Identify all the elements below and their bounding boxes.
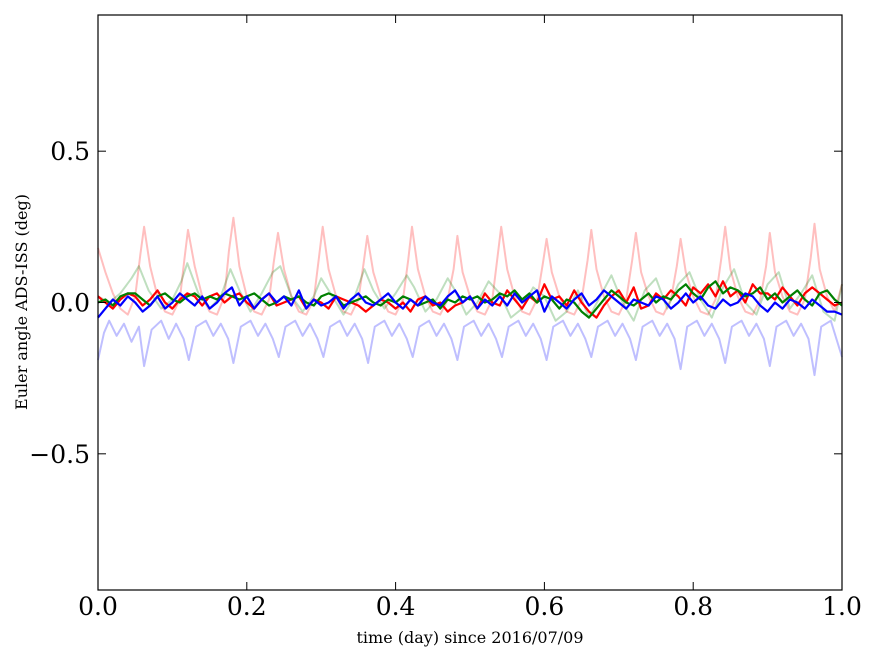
y-tick-label: −0.5 <box>29 440 90 469</box>
series-line-6 <box>97 286 843 319</box>
y-tick-label: 0.0 <box>50 289 90 318</box>
x-tick-label: 1.0 <box>822 592 862 621</box>
series-line-3 <box>97 319 843 377</box>
series-layer <box>97 216 843 377</box>
x-tick-label: 0.8 <box>673 592 713 621</box>
y-tick-label: 0.5 <box>50 137 90 166</box>
x-tick-label: 0.0 <box>78 592 118 621</box>
x-tick-label: 0.4 <box>376 592 416 621</box>
plot-background <box>98 15 842 590</box>
x-axis-label: time (day) since 2016/07/09 <box>356 628 583 647</box>
x-tick-label: 0.2 <box>227 592 267 621</box>
y-axis-label: Euler angle ADS-ISS (deg) <box>12 194 31 410</box>
x-tick-label: 0.6 <box>525 592 565 621</box>
ticks-layer: 0.0 0.2 0.4 0.6 0.8 1.0 −0.5 0.0 0.5 <box>29 15 862 621</box>
